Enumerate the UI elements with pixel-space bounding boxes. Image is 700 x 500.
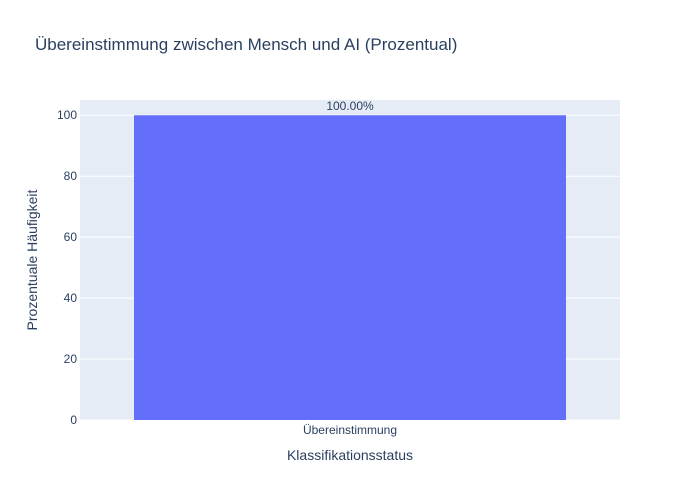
bars bbox=[134, 115, 566, 420]
bar-value-label: 100.00% bbox=[326, 99, 374, 113]
y-tick-label: 0 bbox=[70, 413, 77, 427]
y-tick-label: 60 bbox=[64, 230, 78, 244]
y-tick-label: 20 bbox=[64, 352, 78, 366]
y-axis-title: Prozentuale Häufigkeit bbox=[24, 189, 40, 330]
y-axis-ticks: 0 20 40 60 80 100 bbox=[57, 108, 77, 427]
y-tick-label: 40 bbox=[64, 291, 78, 305]
chart-title: Übereinstimmung zwischen Mensch und AI (… bbox=[35, 35, 457, 54]
x-axis-ticks: Übereinstimmung bbox=[303, 423, 397, 437]
y-tick-label: 100 bbox=[57, 108, 77, 122]
data-labels: 100.00% bbox=[326, 99, 374, 113]
x-tick-label: Übereinstimmung bbox=[303, 423, 397, 437]
y-tick-label: 80 bbox=[64, 169, 78, 183]
bar[interactable] bbox=[134, 115, 566, 420]
x-axis-title: Klassifikationsstatus bbox=[287, 447, 413, 463]
